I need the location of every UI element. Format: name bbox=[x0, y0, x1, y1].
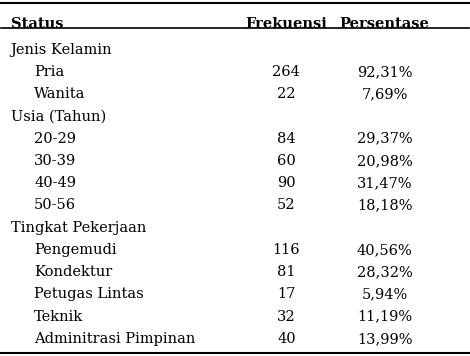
Text: 17: 17 bbox=[277, 288, 296, 302]
Text: 18,18%: 18,18% bbox=[357, 199, 412, 213]
Text: Status: Status bbox=[11, 17, 63, 31]
Text: Usia (Tahun): Usia (Tahun) bbox=[11, 110, 106, 124]
Text: 20-29: 20-29 bbox=[34, 132, 76, 146]
Text: 11,19%: 11,19% bbox=[357, 310, 412, 324]
Text: Frekuensi: Frekuensi bbox=[245, 17, 327, 31]
Text: Pria: Pria bbox=[34, 65, 64, 79]
Text: 264: 264 bbox=[273, 65, 300, 79]
Text: 32: 32 bbox=[277, 310, 296, 324]
Text: Teknik: Teknik bbox=[34, 310, 83, 324]
Text: Kondektur: Kondektur bbox=[34, 265, 112, 279]
Text: 40: 40 bbox=[277, 332, 296, 346]
Text: Persentase: Persentase bbox=[339, 17, 430, 31]
Text: 81: 81 bbox=[277, 265, 296, 279]
Text: 7,69%: 7,69% bbox=[361, 87, 407, 101]
Text: 90: 90 bbox=[277, 176, 296, 190]
Text: Petugas Lintas: Petugas Lintas bbox=[34, 288, 144, 302]
Text: 116: 116 bbox=[273, 243, 300, 257]
Text: 40,56%: 40,56% bbox=[357, 243, 412, 257]
Text: Jenis Kelamin: Jenis Kelamin bbox=[11, 43, 112, 57]
Text: Pengemudi: Pengemudi bbox=[34, 243, 117, 257]
Text: 84: 84 bbox=[277, 132, 296, 146]
Text: 28,32%: 28,32% bbox=[357, 265, 412, 279]
Text: 22: 22 bbox=[277, 87, 296, 101]
Text: Tingkat Pekerjaan: Tingkat Pekerjaan bbox=[11, 221, 146, 235]
Text: 40-49: 40-49 bbox=[34, 176, 76, 190]
Text: 60: 60 bbox=[277, 154, 296, 168]
Text: 29,37%: 29,37% bbox=[357, 132, 412, 146]
Text: Wanita: Wanita bbox=[34, 87, 86, 101]
Text: 20,98%: 20,98% bbox=[357, 154, 412, 168]
Text: 30-39: 30-39 bbox=[34, 154, 76, 168]
Text: Adminitrasi Pimpinan: Adminitrasi Pimpinan bbox=[34, 332, 196, 346]
Text: 50-56: 50-56 bbox=[34, 199, 76, 213]
Text: 5,94%: 5,94% bbox=[361, 288, 407, 302]
Text: 13,99%: 13,99% bbox=[357, 332, 412, 346]
Text: 52: 52 bbox=[277, 199, 296, 213]
Text: 31,47%: 31,47% bbox=[357, 176, 412, 190]
Text: 92,31%: 92,31% bbox=[357, 65, 412, 79]
